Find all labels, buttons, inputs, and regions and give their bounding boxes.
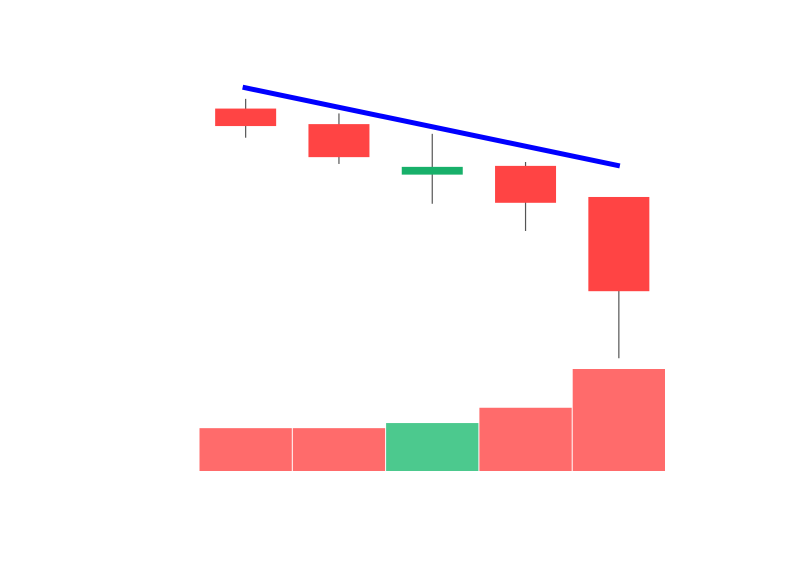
candle-3 [401, 133, 463, 204]
volume-bar-1 [199, 428, 292, 471]
volume-bar-5 [572, 369, 665, 471]
candle-body [401, 166, 463, 175]
candle-5 [588, 196, 650, 359]
trendline [242, 84, 621, 169]
candles-group [215, 98, 650, 359]
candle-body [215, 108, 277, 127]
trendline-group [242, 84, 621, 169]
candle-body [588, 196, 650, 292]
volume-bar-4 [479, 407, 572, 471]
candle-1 [215, 98, 277, 138]
volume-bar-3 [386, 423, 479, 471]
candle-body [308, 124, 370, 158]
volume-bar-2 [292, 428, 386, 471]
candle-body [495, 165, 557, 203]
candle-2 [308, 113, 370, 164]
candle-4 [495, 162, 557, 231]
volume-group [199, 369, 665, 471]
